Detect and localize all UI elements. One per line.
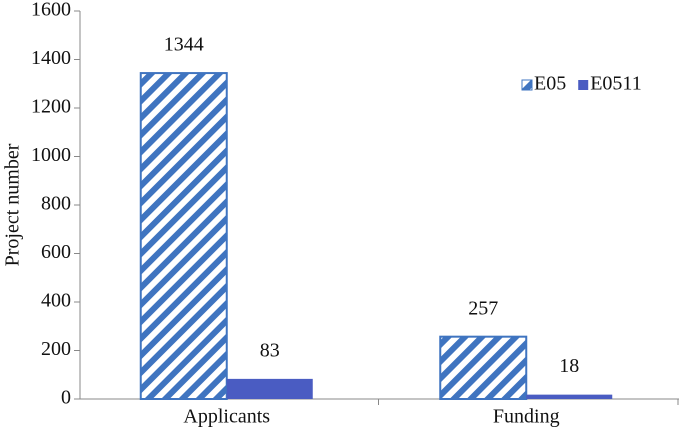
x-tick-label: Funding xyxy=(493,406,560,428)
y-tick-label: 1600 xyxy=(31,0,71,21)
bar xyxy=(139,72,228,401)
legend-label: E05 xyxy=(534,73,566,95)
bar xyxy=(526,394,613,399)
y-tick-label: 0 xyxy=(61,387,71,409)
y-tick-label: 1000 xyxy=(31,144,71,166)
y-tick-label: 1200 xyxy=(31,96,71,118)
bar xyxy=(439,335,528,400)
legend-label: E0511 xyxy=(590,73,641,95)
y-tick-label: 800 xyxy=(41,193,71,215)
data-label: 1344 xyxy=(164,34,204,56)
y-tick-label: 600 xyxy=(41,241,71,263)
data-label: 257 xyxy=(468,297,498,319)
legend-swatch xyxy=(578,80,589,90)
y-axis-label: Project number xyxy=(2,143,24,266)
y-tick-label: 400 xyxy=(41,290,71,312)
y-tick-label: 1400 xyxy=(31,47,71,69)
data-label: 83 xyxy=(260,339,280,361)
legend-swatch xyxy=(521,79,533,91)
bar xyxy=(226,378,313,399)
data-label: 18 xyxy=(559,355,579,377)
x-tick-label: Applicants xyxy=(183,406,270,428)
y-tick-label: 200 xyxy=(41,338,71,360)
